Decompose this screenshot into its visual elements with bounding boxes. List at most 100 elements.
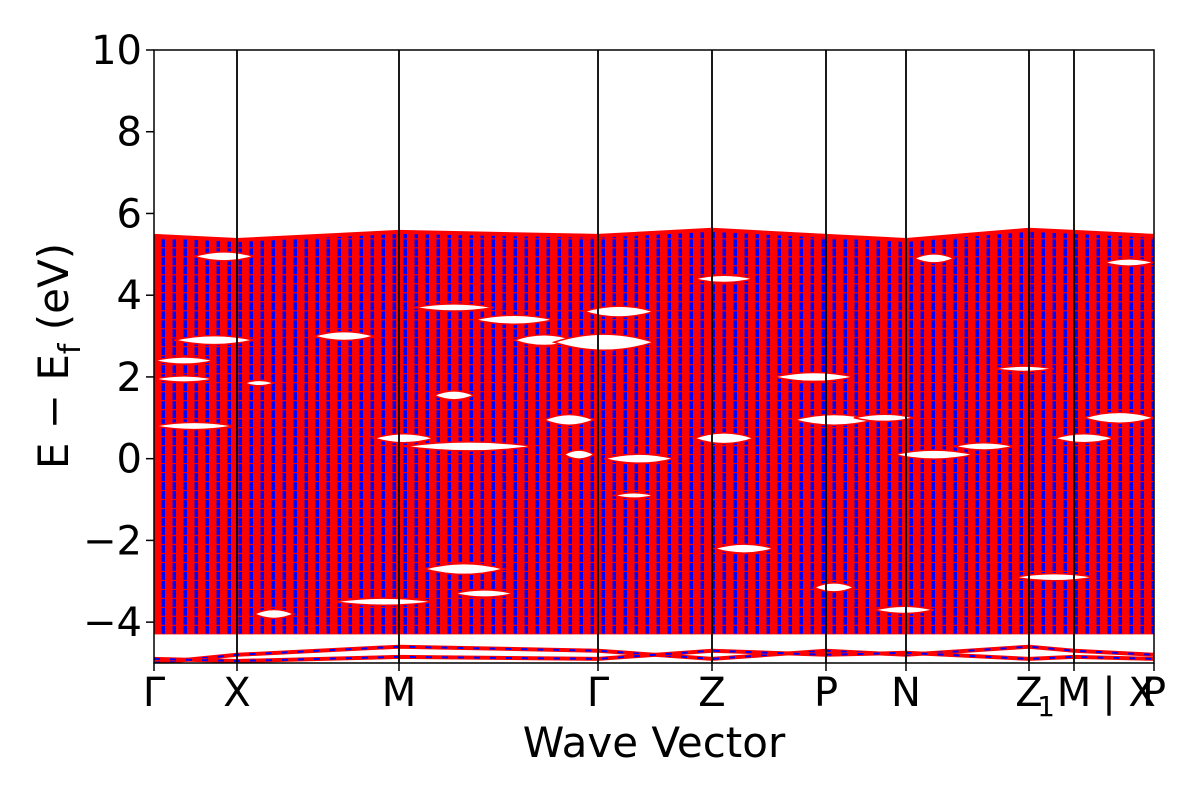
spin-down-band-strip xyxy=(638,229,646,636)
x-tick-label: Γ xyxy=(587,670,610,716)
spin-down-band-strip xyxy=(671,229,679,636)
low-band-line-spin-up xyxy=(154,649,1154,663)
spin-down-band-strip xyxy=(407,229,415,636)
spin-down-band-strip xyxy=(803,229,811,636)
spin-down-band-strip xyxy=(627,229,635,636)
spin-down-band-strip xyxy=(253,229,261,636)
spin-down-band-strip xyxy=(308,229,316,636)
spin-down-band-strip xyxy=(814,229,822,636)
spin-down-band-strip xyxy=(1133,229,1141,636)
spin-down-band-strip xyxy=(572,229,580,636)
x-axis-ticks: Γ X M Γ Z P N Z1 M | XP xyxy=(143,663,1166,723)
spin-down-band-strip xyxy=(462,229,470,636)
band-gap xyxy=(551,333,657,351)
spin-down-band-strip xyxy=(1111,229,1119,636)
band-gap xyxy=(432,390,476,401)
spin-down-band-strip xyxy=(1001,229,1009,636)
y-tick-label: 4 xyxy=(117,273,142,319)
spin-down-band-strip xyxy=(286,229,294,636)
y-tick-label: −4 xyxy=(83,600,142,646)
spin-down-band-strip xyxy=(363,229,371,636)
spin-down-band-strip xyxy=(660,229,668,636)
spin-down-band-strip xyxy=(1067,229,1075,636)
spin-down-band-strip xyxy=(693,229,701,636)
x-tick-label: N xyxy=(891,670,921,716)
spin-down-band-strip xyxy=(1012,229,1020,636)
spin-down-band-strip xyxy=(495,229,503,636)
spin-down-band-strip xyxy=(1056,229,1064,636)
band-gap xyxy=(1013,572,1095,582)
spin-down-band-strip xyxy=(880,229,888,636)
spin-down-band-strip xyxy=(418,229,426,636)
spin-down-band-strip xyxy=(913,229,921,636)
spin-down-band-strip xyxy=(473,229,481,636)
spin-down-band-strip xyxy=(275,229,283,636)
spin-down-band-strip xyxy=(429,229,437,636)
spin-down-band-strip xyxy=(264,229,272,636)
band-gap xyxy=(953,442,1015,451)
spin-down-band-strip xyxy=(176,229,184,636)
y-axis-label-subscript: f xyxy=(53,342,88,354)
spin-down-band-strip xyxy=(748,229,756,636)
spin-down-band-strip xyxy=(781,229,789,636)
band-gap xyxy=(154,421,235,431)
spin-down-band-strip xyxy=(1045,229,1053,636)
x-tick-label: M xyxy=(1057,670,1092,716)
spin-down-band-strip xyxy=(847,229,855,636)
x-tick-label: X xyxy=(223,670,250,716)
spin-down-band-strip xyxy=(374,229,382,636)
spin-down-band-strip xyxy=(517,229,525,636)
y-tick-label: 8 xyxy=(117,110,142,156)
spin-down-band-strip xyxy=(297,229,305,636)
spin-down-band-strip xyxy=(605,229,613,636)
band-gap xyxy=(241,379,277,387)
spin-down-band-strip xyxy=(979,229,987,636)
spin-down-band-strip xyxy=(484,229,492,636)
band-gap xyxy=(603,453,675,464)
y-tick-label: −2 xyxy=(83,518,142,564)
y-axis-ticks: −4 −2 0 2 4 6 8 10 xyxy=(83,28,154,646)
above-band-region xyxy=(154,50,1154,239)
band-top-edge xyxy=(154,227,1154,243)
band-gap xyxy=(873,605,935,615)
spin-down-band-strip xyxy=(242,229,250,636)
band-gap xyxy=(1081,411,1154,424)
band-gap xyxy=(711,543,777,554)
band-gap xyxy=(993,365,1055,373)
y-tick-label: 0 xyxy=(117,437,142,483)
band-lines xyxy=(154,50,1154,663)
spin-down-band-strip xyxy=(957,229,965,636)
spin-down-band-strip xyxy=(770,229,778,636)
y-tick-label: 6 xyxy=(117,191,142,237)
spin-down-band-strip xyxy=(341,229,349,636)
spin-down-band-strip xyxy=(924,229,932,636)
x-tick-label-separator: | X xyxy=(1102,670,1156,716)
plot-frame xyxy=(153,49,1155,664)
spin-down-band-strip xyxy=(561,229,569,636)
band-gap xyxy=(421,562,507,576)
spin-down-band-strip xyxy=(1144,229,1152,636)
band-gap xyxy=(581,305,657,318)
spin-down-band-strip xyxy=(682,229,690,636)
spin-down-band-strip xyxy=(352,229,360,636)
band-gap xyxy=(413,303,495,312)
y-axis-label-unit: (eV) xyxy=(29,243,78,344)
band-gap xyxy=(371,432,437,444)
band-gap xyxy=(693,274,755,284)
band-gap xyxy=(611,491,657,499)
band-gap xyxy=(1101,258,1154,267)
spin-down-band-strip xyxy=(616,229,624,636)
y-axis-label: E − Ef (eV) xyxy=(29,243,88,469)
x-tick-label: M xyxy=(382,670,417,716)
spin-down-band-strip xyxy=(825,229,833,636)
band-gap xyxy=(562,449,596,460)
band-gap xyxy=(542,413,596,426)
x-tick-label-subscript: 1 xyxy=(1037,690,1055,723)
spin-down-band-strip xyxy=(220,229,228,636)
spin-down-band-strip xyxy=(649,229,657,636)
spin-down-band-strip xyxy=(539,229,547,636)
spin-down-band-strip xyxy=(187,229,195,636)
spin-down-band-strip xyxy=(165,229,173,636)
spin-down-band-strip xyxy=(1122,229,1130,636)
